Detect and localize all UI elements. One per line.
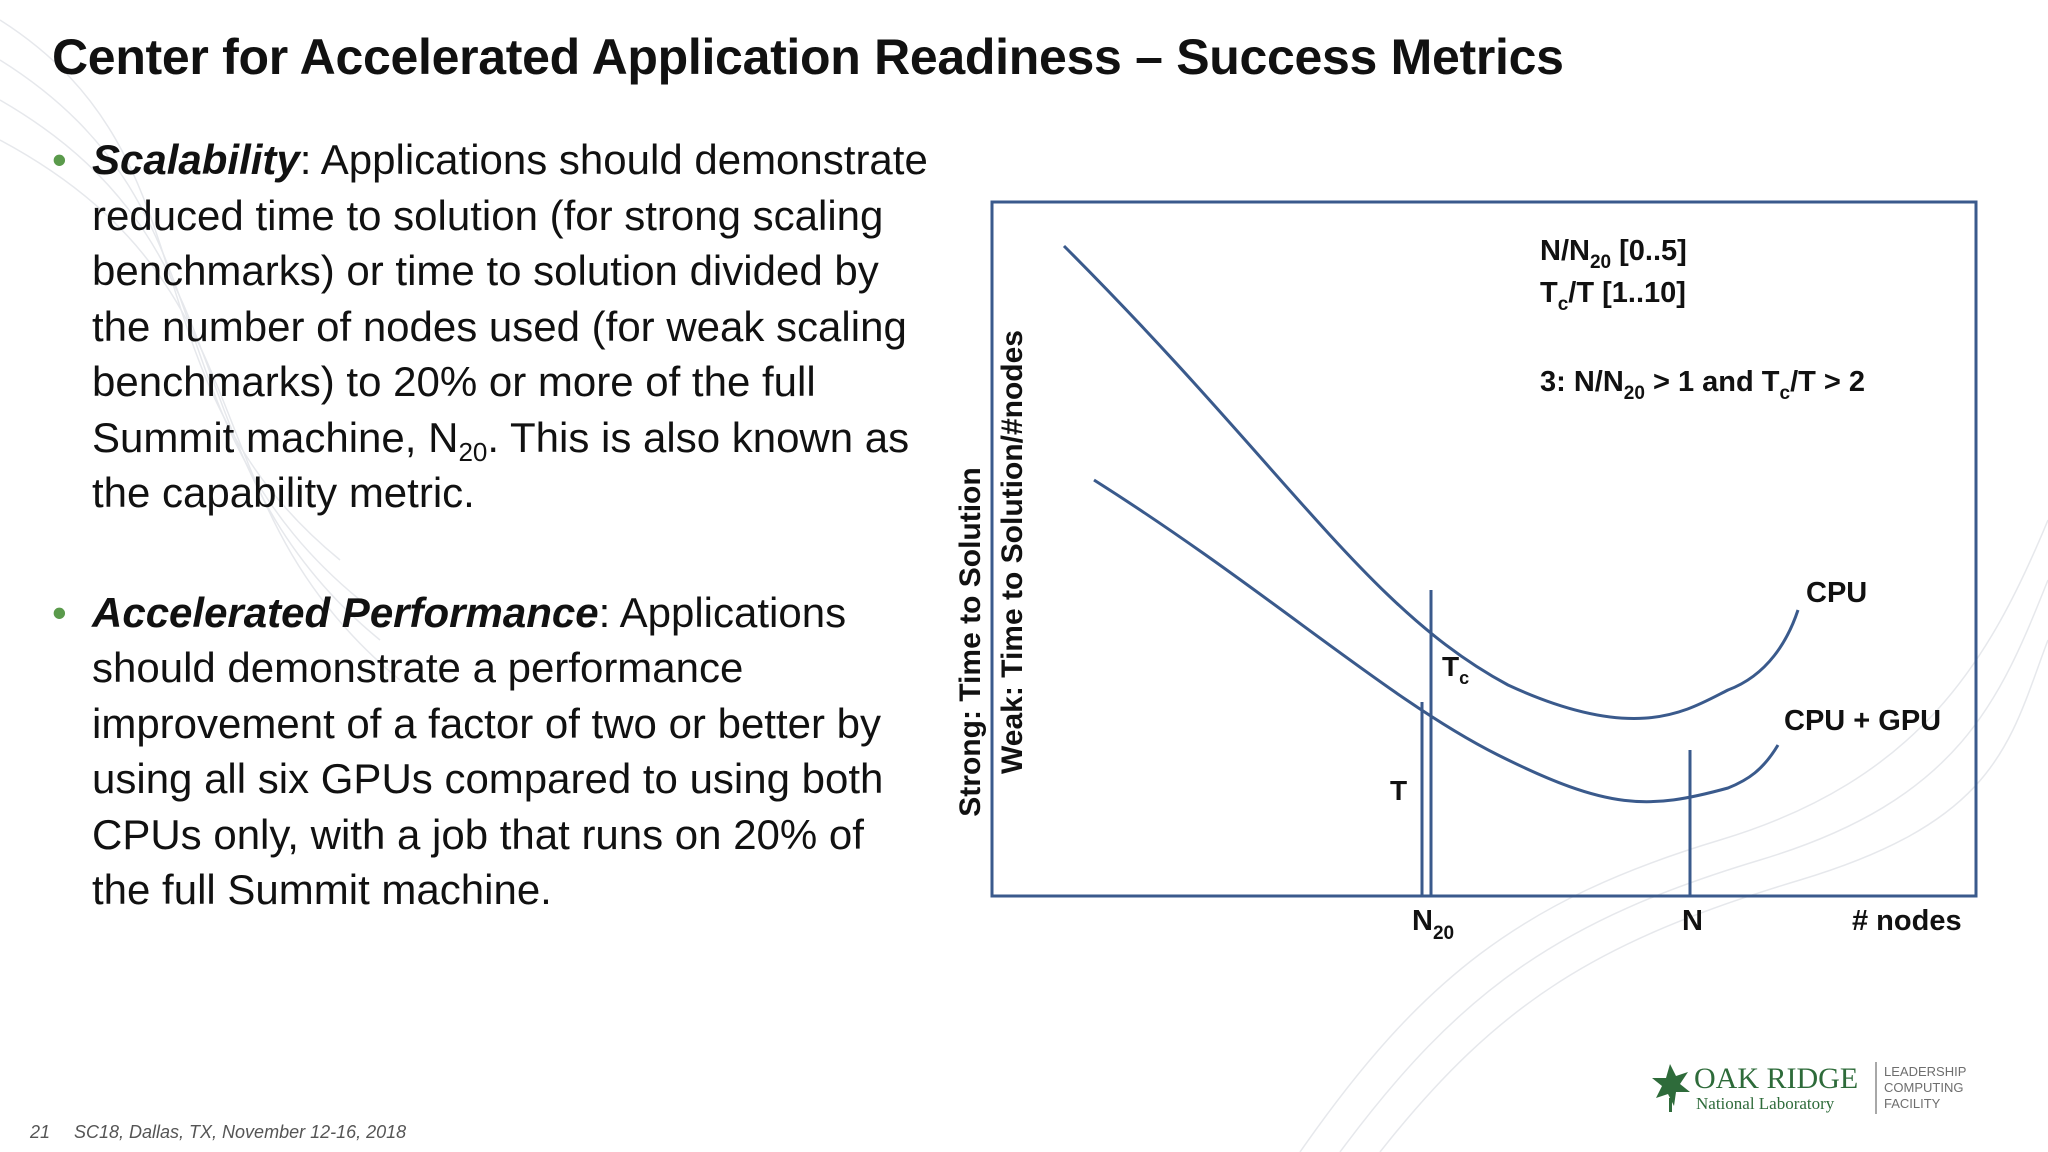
label-tc: Tc	[1442, 651, 1469, 688]
scaling-diagram: Strong: Time to Solution Weak: Time to S…	[954, 200, 1978, 944]
bullet-scalability: • Scalability: Applications should demon…	[52, 132, 932, 521]
bullet-term-accelerated-performance: Accelerated Performance	[92, 588, 599, 636]
x-tick-n20: N20	[1412, 905, 1454, 944]
annotation-line-2: Tc/T [1..10]	[1540, 277, 1686, 315]
y-axis-label-weak: Weak: Time to Solution/#nodes	[996, 330, 1029, 774]
logo-name-main: OAK RIDGE	[1694, 1062, 1858, 1095]
bullet-text-scalability-end: . This is also known as the capability m…	[92, 413, 910, 517]
x-tick-n: N	[1682, 905, 1703, 937]
bullet-dot-icon: •	[52, 588, 67, 636]
bullet-list: • Scalability: Applications should demon…	[52, 132, 932, 918]
cpu-curve	[1062, 244, 1800, 720]
logo-facility-line-2: COMPUTING	[1884, 1080, 1963, 1095]
bullet-term-scalability: Scalability	[92, 136, 300, 183]
leaf-icon	[1652, 1064, 1690, 1112]
annotation-line-3: 3: N/N20 > 1 and Tc/T > 2	[1540, 366, 1865, 404]
slide-title: Center for Accelerated Application Readi…	[52, 29, 1564, 85]
series-label-cpu: CPU	[1806, 577, 1867, 609]
label-t: T	[1390, 775, 1407, 806]
logo-name-sub: National Laboratory	[1696, 1094, 1835, 1113]
y-axis-label-strong: Strong: Time to Solution	[954, 467, 987, 816]
series-label-cpu-gpu: CPU + GPU	[1784, 705, 1941, 737]
bullet-subscript-20: 20	[458, 436, 488, 467]
bullet-dot-icon: •	[52, 136, 67, 183]
logo-facility-line-1: LEADERSHIP	[1884, 1064, 1966, 1079]
annotation-line-1: N/N20 [0..5]	[1540, 235, 1687, 273]
logo-facility-line-3: FACILITY	[1884, 1096, 1941, 1111]
bullet-text-scalability: : Applications should demonstrate reduce…	[92, 136, 928, 461]
x-axis-label: # nodes	[1852, 905, 1962, 937]
oak-ridge-logo: OAK RIDGE National Laboratory LEADERSHIP…	[1652, 1062, 1966, 1114]
slide-number: 21	[30, 1122, 51, 1142]
bullet-accelerated-performance: • Accelerated Performance: Applications …	[52, 585, 932, 918]
bullet-text-accelerated-performance: : Applications should demonstrate a perf…	[92, 588, 884, 914]
plot-frame	[990, 200, 1978, 898]
cpu-gpu-curve	[1093, 478, 1780, 804]
footer-event: SC18, Dallas, TX, November 12-16, 2018	[74, 1122, 407, 1142]
